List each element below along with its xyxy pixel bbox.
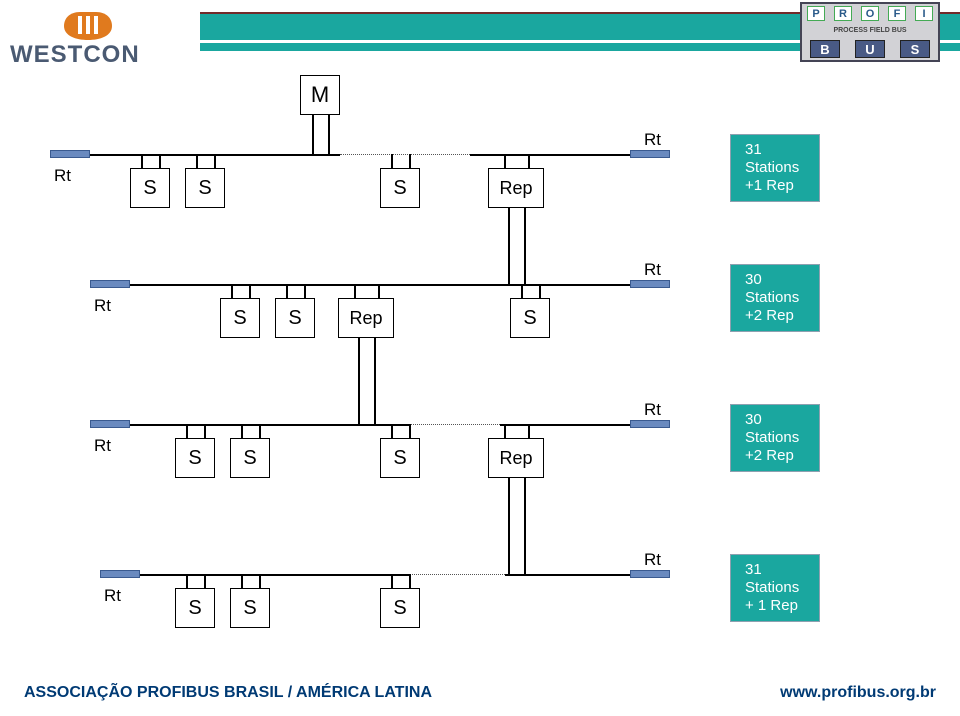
segment-2: RtRtSSRepS30 Stations+2 Rep (40, 240, 680, 330)
badge-line1: 30 Stations (745, 411, 805, 447)
slave-node: S (175, 438, 215, 478)
tap (378, 284, 380, 298)
rt-label-right: Rt (644, 260, 661, 280)
tap (409, 574, 411, 588)
terminator-right (630, 150, 670, 158)
bus-dotted (410, 424, 500, 426)
terminator-left (90, 420, 130, 428)
slave-node: S (230, 438, 270, 478)
tap (521, 284, 523, 298)
slave-node: S (175, 588, 215, 628)
badge-line1: 31 Stations (745, 561, 805, 597)
terminator-right (630, 420, 670, 428)
tap (391, 154, 393, 168)
rt-label-right: Rt (644, 400, 661, 420)
badge-line1: 30 Stations (745, 271, 805, 307)
footer-right: www.profibus.org.br (780, 684, 936, 702)
bus-dotted (410, 574, 505, 576)
bus-line (90, 424, 410, 426)
profibus-logo: P R O F I PROCESS FIELD BUS B U S (800, 2, 940, 62)
slave-node: S (380, 168, 420, 208)
tap (204, 424, 206, 438)
rt-label-right: Rt (644, 130, 661, 150)
profibus-top-row: P R O F I (804, 6, 936, 21)
terminator-left (50, 150, 90, 158)
terminator-left (100, 570, 140, 578)
footer-left: ASSOCIAÇÃO PROFIBUS BRASIL / AMÉRICA LAT… (24, 684, 432, 702)
tap (186, 574, 188, 588)
tap (249, 284, 251, 298)
segment-4: RtRtSSS31 Stations+ 1 Rep (40, 530, 680, 620)
bus-line (50, 154, 340, 156)
profibus-bot-row: B U S (804, 40, 936, 58)
westcon-logo: WESTCON (10, 10, 190, 68)
tap (259, 424, 261, 438)
tap (141, 154, 143, 168)
repeater-node: Rep (338, 298, 394, 338)
tap (391, 574, 393, 588)
tap (354, 284, 356, 298)
terminator-right (630, 280, 670, 288)
bus-dotted (340, 154, 470, 156)
rt-label-left: Rt (94, 436, 111, 456)
rt-label-left: Rt (104, 586, 121, 606)
terminator-right (630, 570, 670, 578)
tap (304, 284, 306, 298)
tap (259, 574, 261, 588)
tap (312, 115, 314, 154)
tap (241, 424, 243, 438)
tap (391, 424, 393, 438)
tap (539, 284, 541, 298)
westcon-mark (64, 12, 112, 40)
rt-label-left: Rt (94, 296, 111, 316)
station-count-badge: 30 Stations+2 Rep (730, 264, 820, 332)
tap (409, 424, 411, 438)
tap (286, 284, 288, 298)
tap (214, 154, 216, 168)
tap (328, 115, 330, 154)
tap (159, 154, 161, 168)
slave-node: S (130, 168, 170, 208)
tap (241, 574, 243, 588)
tap (504, 424, 506, 438)
tap (231, 284, 233, 298)
bus-line (100, 574, 410, 576)
badge-line1: 31 Stations (745, 141, 805, 177)
tap (196, 154, 198, 168)
diagram-canvas: RtRtMSSSRep31 Stations+1 RepRtRtSSRepS30… (40, 110, 920, 646)
slave-node: S (185, 168, 225, 208)
master-node: M (300, 75, 340, 115)
slave-node: S (275, 298, 315, 338)
badge-line2: + 1 Rep (745, 597, 805, 615)
tap (186, 424, 188, 438)
westcon-text: WESTCON (10, 41, 140, 68)
station-count-badge: 31 Stations+ 1 Rep (730, 554, 820, 622)
rt-label-left: Rt (54, 166, 71, 186)
slave-node: S (510, 298, 550, 338)
segment-3: RtRtSSSRep30 Stations+2 Rep (40, 380, 680, 470)
profibus-mid: PROCESS FIELD BUS (804, 27, 936, 34)
station-count-badge: 30 Stations+2 Rep (730, 404, 820, 472)
tap (528, 424, 530, 438)
slave-node: S (380, 438, 420, 478)
repeater-node: Rep (488, 168, 544, 208)
tap (409, 154, 411, 168)
repeater-node: Rep (488, 438, 544, 478)
badge-line2: +1 Rep (745, 177, 805, 195)
station-count-badge: 31 Stations+1 Rep (730, 134, 820, 202)
footer: ASSOCIAÇÃO PROFIBUS BRASIL / AMÉRICA LAT… (0, 684, 960, 702)
segment-1: RtRtMSSSRep31 Stations+1 Rep (40, 110, 680, 200)
tap (528, 154, 530, 168)
terminator-left (90, 280, 130, 288)
rt-label-right: Rt (644, 550, 661, 570)
slave-node: S (220, 298, 260, 338)
slave-node: S (230, 588, 270, 628)
tap (504, 154, 506, 168)
badge-line2: +2 Rep (745, 447, 805, 465)
slave-node: S (380, 588, 420, 628)
badge-line2: +2 Rep (745, 307, 805, 325)
tap (204, 574, 206, 588)
